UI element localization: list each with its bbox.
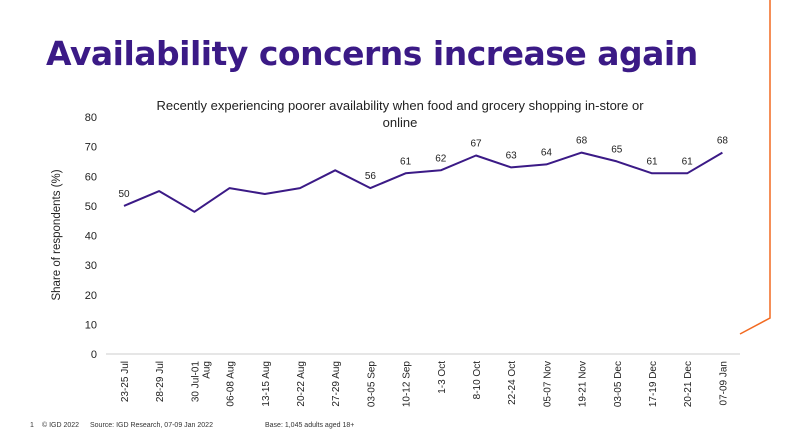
y-tick-label: 70 bbox=[85, 142, 97, 154]
y-tick-label: 80 bbox=[85, 112, 97, 124]
data-label: 67 bbox=[470, 139, 482, 150]
data-label: 50 bbox=[118, 189, 130, 200]
data-label: 68 bbox=[576, 136, 588, 147]
x-tick-label: 03-05 Dec bbox=[613, 361, 624, 407]
x-tick-label: 20-21 Dec bbox=[683, 361, 694, 407]
accent-decoration bbox=[739, 0, 771, 335]
x-axis: 23-25 Jul 28-29 Jul 30 Jul-01 Aug 06-08 Aug 1… bbox=[106, 353, 740, 408]
x-tick-label: 13-15 Aug bbox=[261, 361, 272, 407]
chart-title-line: online bbox=[383, 115, 418, 130]
x-tick-label: 10-12 Sep bbox=[402, 361, 413, 408]
x-tick-label: 17-19 Dec bbox=[648, 361, 659, 407]
x-tick-label: 23-25 Jul bbox=[120, 361, 131, 402]
y-tick-label: 60 bbox=[85, 171, 97, 183]
x-tick-label: 22-24 Oct bbox=[507, 361, 518, 405]
copyright-text: © IGD 2022 bbox=[42, 422, 80, 429]
y-tick-label: 20 bbox=[85, 290, 97, 302]
slide-title: Availability concerns increase again bbox=[46, 34, 698, 73]
y-tick-label: 10 bbox=[85, 319, 97, 331]
data-label: 61 bbox=[682, 156, 694, 167]
x-tick-label: 30 Jul-01 bbox=[190, 361, 201, 403]
chart-title: Recently experiencing poorer availabilit… bbox=[156, 98, 644, 130]
data-label: 63 bbox=[506, 150, 518, 161]
accent-line bbox=[739, 0, 771, 335]
chart-title-line: Recently experiencing poorer availabilit… bbox=[156, 98, 644, 113]
x-tick-label: 03-05 Sep bbox=[366, 361, 377, 408]
x-tick-label: 20-22 Aug bbox=[296, 361, 307, 407]
y-axis: 0 10 20 30 40 50 60 70 80 Share of respondents (%… bbox=[51, 112, 97, 361]
data-labels-group: 50 56 61 62 67 63 64 68 65 61 61 68 bbox=[118, 136, 728, 200]
series-group bbox=[123, 151, 723, 213]
x-tick-label: 19-21 Nov bbox=[578, 361, 589, 407]
y-tick-label: 50 bbox=[85, 201, 97, 213]
x-tick-label: 07-09 Jan bbox=[718, 361, 729, 405]
x-tick-label: 28-29 Jul bbox=[155, 361, 166, 402]
x-tick-label: 8-10 Oct bbox=[472, 361, 483, 400]
page-number: 1 bbox=[30, 422, 34, 429]
data-label: 61 bbox=[646, 156, 658, 167]
y-tick-label: 40 bbox=[85, 231, 97, 243]
data-label: 62 bbox=[435, 153, 447, 164]
data-label: 68 bbox=[717, 136, 729, 147]
x-tick-label: Aug bbox=[201, 361, 212, 379]
base-text: Base: 1,045 adults aged 18+ bbox=[265, 422, 355, 429]
series-line bbox=[123, 151, 723, 213]
source-text: Source: IGD Research, 07-09 Jan 2022 bbox=[90, 422, 213, 429]
x-tick-label: 1-3 Oct bbox=[437, 361, 448, 394]
data-label: 64 bbox=[541, 147, 553, 158]
x-tick-label: 06-08 Aug bbox=[226, 361, 237, 407]
x-tick-label: 05-07 Nov bbox=[542, 361, 553, 407]
x-tick-label: 27-29 Aug bbox=[331, 361, 342, 407]
y-axis-title: Share of respondents (%) bbox=[51, 169, 63, 300]
data-label: 65 bbox=[611, 144, 623, 155]
y-tick-label: 0 bbox=[91, 349, 97, 361]
y-tick-label: 30 bbox=[85, 260, 97, 272]
data-label: 56 bbox=[365, 171, 377, 182]
data-label: 61 bbox=[400, 156, 412, 167]
